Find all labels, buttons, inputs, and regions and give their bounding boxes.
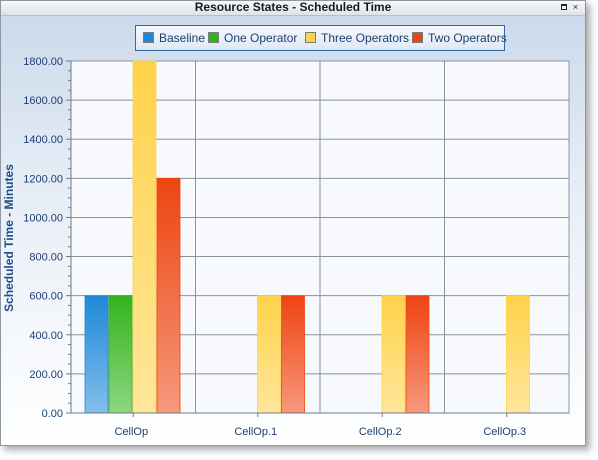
bar bbox=[405, 295, 430, 414]
y-tick-label: 1800.00 bbox=[23, 56, 63, 68]
bar bbox=[84, 295, 109, 414]
y-tick-label: 1000.00 bbox=[23, 212, 63, 224]
y-tick-label: 0.00 bbox=[42, 408, 63, 420]
legend-label-three-operators: Three Operators bbox=[321, 31, 410, 45]
legend: Baseline One Operator Three Operators Tw… bbox=[135, 25, 507, 51]
y-tick-label: 200.00 bbox=[29, 369, 63, 381]
bar-chart: 0.00 200.00 400.00 600.00 800.00 1000.00 1200.… bbox=[23, 56, 570, 438]
bar bbox=[132, 60, 157, 414]
y-tick-label: 1200.00 bbox=[23, 173, 63, 185]
bar bbox=[108, 295, 133, 414]
x-tick-label: CellOp.2 bbox=[359, 426, 402, 438]
y-tick-label: 1400.00 bbox=[23, 134, 63, 146]
legend-swatch-two-operators bbox=[412, 32, 423, 43]
legend-swatch-baseline bbox=[143, 32, 154, 43]
legend-label-baseline: Baseline bbox=[159, 31, 206, 45]
y-tick-label: 1600.00 bbox=[23, 95, 63, 107]
y-tick-label: 600.00 bbox=[29, 291, 63, 303]
y-tick-label: 800.00 bbox=[29, 252, 63, 264]
legend-label-two-operators: Two Operators bbox=[428, 31, 507, 45]
y-tick-label: 400.00 bbox=[29, 330, 63, 342]
restore-icon[interactable] bbox=[560, 3, 569, 12]
bar bbox=[281, 295, 305, 414]
bar bbox=[156, 177, 181, 414]
legend-swatch-three-operators bbox=[305, 32, 316, 43]
window-title: Resource States - Scheduled Time bbox=[194, 0, 392, 14]
chart-window: Resource States - Scheduled Time × Basel… bbox=[0, 0, 586, 446]
x-tick-label: CellOp.1 bbox=[234, 426, 277, 438]
legend-label-one-operator: One Operator bbox=[224, 31, 298, 45]
bar bbox=[506, 295, 530, 414]
legend-swatch-one-operator bbox=[208, 32, 219, 43]
bar bbox=[381, 295, 406, 414]
close-icon[interactable]: × bbox=[572, 2, 579, 12]
bar bbox=[257, 295, 281, 414]
title-bar: Resource States - Scheduled Time × bbox=[1, 1, 585, 16]
x-tick-label: CellOp bbox=[114, 426, 148, 438]
x-tick-label: CellOp.3 bbox=[483, 426, 526, 438]
